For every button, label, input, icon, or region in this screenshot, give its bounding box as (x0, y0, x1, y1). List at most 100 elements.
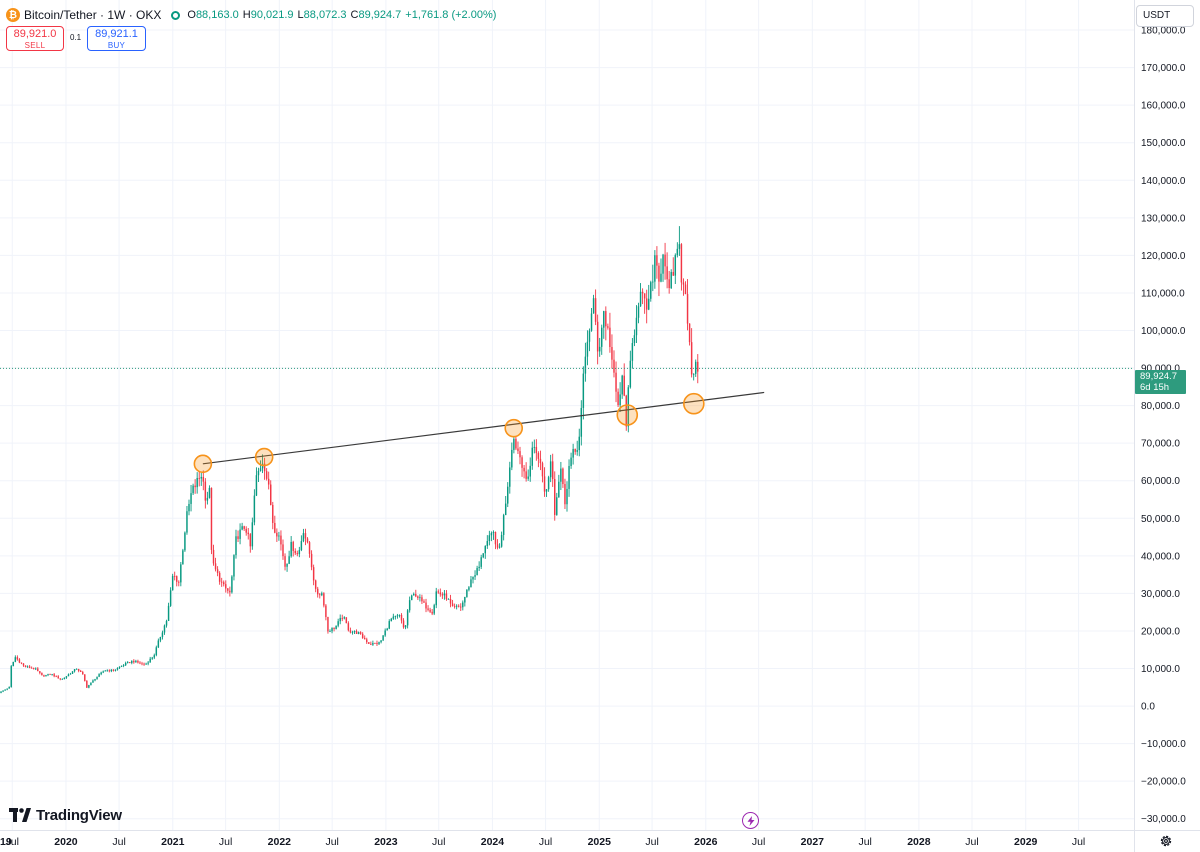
candle-body (208, 487, 211, 498)
candle-body (323, 593, 325, 606)
candle-body (67, 674, 70, 677)
candle-body (167, 605, 170, 621)
currency-select[interactable]: USDT (1136, 5, 1194, 27)
candle-body (247, 532, 249, 535)
candle-body (92, 680, 94, 683)
x-tick-label: 2022 (268, 836, 292, 848)
candle-body (210, 487, 213, 550)
candle-body (294, 550, 296, 554)
x-tick-label: 2024 (481, 836, 505, 848)
candle-body (658, 265, 660, 282)
candle-body (96, 676, 98, 680)
candle-body (541, 463, 544, 477)
candle-body (116, 667, 119, 670)
candle-body (173, 575, 176, 577)
candle-body (347, 623, 350, 631)
candle-body (374, 642, 376, 644)
candle-body (88, 685, 90, 688)
candle-body (535, 446, 538, 454)
candle-body (382, 635, 384, 641)
x-tick-label: 2026 (694, 836, 718, 848)
symbol-title[interactable]: Bitcoin/Tether · 1W · OKX (24, 8, 162, 22)
candle-body (611, 347, 613, 360)
touch-point-marker (616, 404, 639, 426)
candle-body (359, 632, 362, 634)
candle-body (537, 453, 540, 459)
candle-body (239, 529, 241, 539)
candle-body (2, 690, 4, 692)
candle-body (366, 639, 368, 643)
candle-body (196, 477, 198, 488)
candle-body (302, 533, 305, 542)
candle-body (306, 538, 309, 543)
candle-body (588, 330, 591, 342)
candle-body (351, 631, 354, 633)
candle-body (631, 343, 634, 361)
tradingview-logo[interactable]: TradingView (9, 806, 122, 824)
candle-body (310, 553, 313, 568)
candle-body (672, 272, 674, 276)
candle-body (625, 395, 627, 427)
candle-body (410, 595, 413, 601)
candle-body (666, 266, 668, 280)
candle-body (476, 568, 478, 576)
x-tick-label: 2020 (54, 836, 78, 848)
candle-body (484, 546, 487, 554)
candle-body (627, 387, 630, 427)
candle-body (468, 587, 470, 590)
candle-body (609, 327, 611, 348)
candle-body (562, 468, 564, 485)
candle-body (431, 611, 433, 614)
candle-body (143, 663, 145, 665)
candle-body (61, 679, 64, 680)
candle-body (437, 591, 440, 593)
buy-button[interactable]: 89,921.1 BUY (87, 26, 146, 51)
candle-body (194, 485, 196, 488)
candle-body (647, 298, 650, 310)
candle-body (28, 666, 31, 668)
candle-body (79, 670, 82, 672)
candle-body (554, 479, 556, 515)
candle-body (122, 665, 125, 666)
candle-body (494, 532, 497, 545)
x-tick-label: Jul (219, 836, 232, 848)
flash-icon[interactable] (742, 812, 759, 829)
candle-body (607, 326, 609, 328)
high-value: 90,021.9 (250, 9, 294, 21)
candle-body (300, 541, 303, 551)
low-value: 88,072.3 (303, 9, 347, 21)
gear-icon[interactable] (1159, 834, 1173, 848)
y-tick-label: 50,000.0 (1141, 514, 1180, 525)
candle-body (225, 584, 227, 589)
candle-body (417, 596, 419, 598)
candle-body (660, 273, 662, 282)
candle-body (386, 628, 388, 631)
candle-body (600, 327, 603, 347)
candle-body (4, 689, 6, 691)
candle-body (84, 674, 86, 681)
candle-body (14, 657, 17, 662)
candle-body (694, 361, 697, 374)
trendline-drawing[interactable] (193, 391, 765, 474)
candle-body (408, 600, 411, 611)
candle-body (525, 471, 527, 479)
candle-body (688, 323, 691, 343)
candle-body (312, 567, 315, 581)
y-tick-label: 110,000.0 (1141, 288, 1185, 299)
candle-body (480, 557, 482, 567)
candle-body (229, 590, 231, 593)
candle-body (39, 671, 41, 674)
candle-body (380, 640, 382, 643)
candle-body (392, 616, 395, 619)
candle-body (26, 666, 29, 668)
candle-body (237, 536, 239, 539)
candle-body (163, 625, 166, 633)
candle-body (110, 669, 113, 672)
candle-body (613, 359, 615, 373)
candle-body (641, 291, 644, 294)
candle-body (37, 668, 39, 672)
candle-body (496, 544, 499, 548)
sell-button[interactable]: 89,921.0 SELL (6, 26, 64, 51)
candle-body (527, 476, 529, 479)
